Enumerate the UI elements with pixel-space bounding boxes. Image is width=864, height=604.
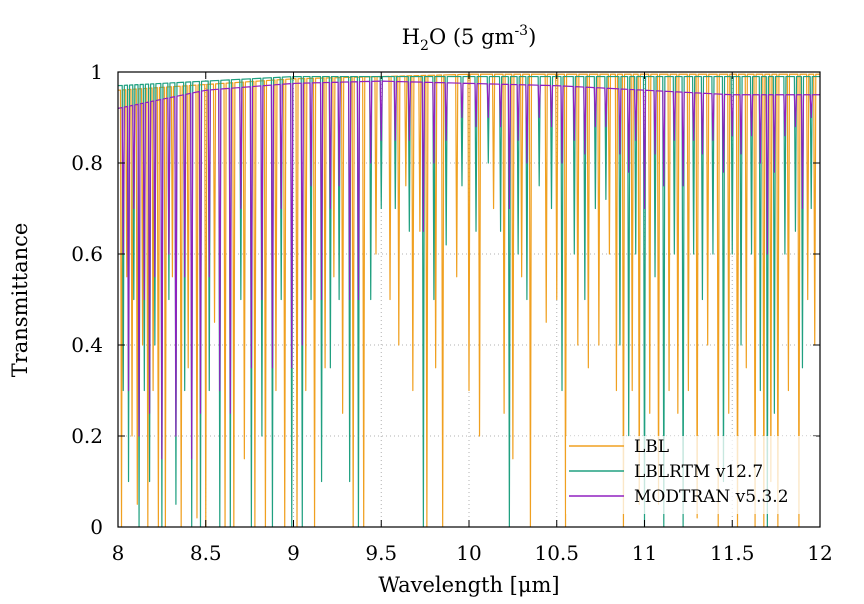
x-axis-label: Wavelength [μm] bbox=[378, 573, 559, 597]
title-middle: O (5 gm bbox=[429, 25, 515, 49]
x-tick-label: 9.5 bbox=[365, 541, 397, 565]
chart-title: H2O (5 gm-3) bbox=[402, 23, 537, 54]
y-tick-label: 0.8 bbox=[71, 151, 103, 175]
series-line-modtran-v5-3-2 bbox=[118, 80, 820, 460]
title-superscript: -3 bbox=[514, 23, 528, 39]
tick-marks bbox=[117, 71, 821, 528]
x-tick-label: 10.5 bbox=[534, 541, 579, 565]
title-base: H bbox=[402, 25, 420, 49]
y-tick-label: 1 bbox=[90, 60, 103, 84]
legend-label-lbl: LBL bbox=[634, 437, 669, 457]
x-tick-label: 10 bbox=[456, 541, 481, 565]
x-tick-label: 11 bbox=[632, 541, 657, 565]
y-tick-label: 0.4 bbox=[71, 333, 103, 357]
series-layer bbox=[118, 73, 820, 527]
y-tick-label: 0 bbox=[90, 515, 103, 539]
legend-label-lblrtm: LBLRTM v12.7 bbox=[634, 462, 763, 482]
x-tick-label: 12 bbox=[807, 541, 832, 565]
tick-labels: 8 8.5 9 9.5 10 10.5 11 11.5 12 0 0.2 0.4 0.6 0.8 1 bbox=[71, 60, 833, 565]
title-end: ) bbox=[528, 25, 536, 49]
x-tick-label: 8 bbox=[112, 541, 125, 565]
x-tick-label: 8.5 bbox=[190, 541, 222, 565]
series-line-lbl bbox=[118, 73, 820, 527]
legend: LBL LBLRTM v12.7 MODTRAN v5.3.2 bbox=[566, 436, 816, 514]
y-tick-label: 0.2 bbox=[71, 424, 103, 448]
y-axis-label: Transmittance bbox=[8, 223, 32, 378]
x-tick-label: 9 bbox=[287, 541, 300, 565]
legend-label-modtran: MODTRAN v5.3.2 bbox=[634, 487, 789, 507]
legend-background bbox=[566, 436, 816, 514]
series-line-lblrtm-v12-7 bbox=[118, 75, 820, 527]
y-tick-label: 0.6 bbox=[71, 242, 103, 266]
x-tick-label: 11.5 bbox=[710, 541, 755, 565]
title-subscript: 2 bbox=[420, 38, 429, 54]
